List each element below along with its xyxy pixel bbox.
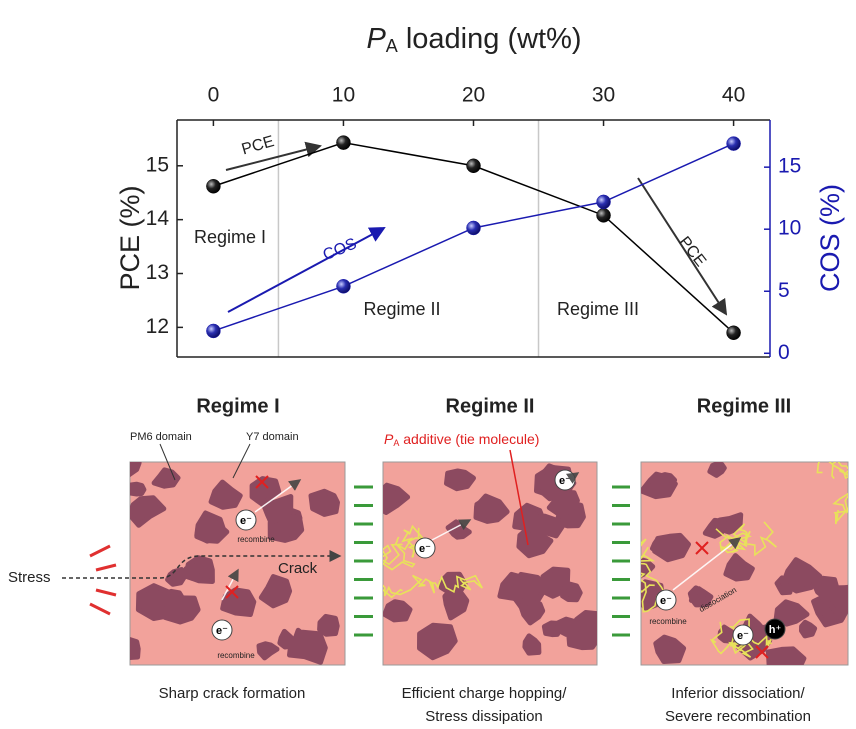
panel-title: Regime III [697,395,791,417]
y7-domain [311,491,338,514]
y7-domain [320,616,338,634]
y7-domain [558,619,578,634]
x-tick-label: 40 [722,84,745,107]
electron-label: e⁻ [240,515,252,527]
x-tick-label: 20 [462,84,485,107]
panel-caption: Severe recombination [665,708,811,725]
stress-mark [90,546,110,556]
y7-domain [655,535,689,559]
figure: PA loading (wt%) PCE (%) COS (%) 0 10 20 30… [0,0,856,729]
y7-domain [802,622,815,636]
x-title-subscript: A [386,36,398,56]
data-point [467,159,481,173]
y7-domain [163,591,183,608]
recombine-label: recombine [237,535,275,544]
y7-domain [270,517,302,541]
x-tick-label: 10 [332,84,355,107]
y7-domain [515,505,544,532]
x-tick-label: 0 [208,84,220,107]
panel-title: Regime I [196,395,279,417]
y2-tick-label: 10 [778,217,801,240]
y-tick-label: 15 [146,153,169,176]
electron-label: e⁻ [216,625,228,637]
electron-label: e⁻ [419,543,431,555]
annotation: PCE [240,133,276,158]
electron-label: e⁻ [559,475,571,487]
y7-domain [185,564,206,578]
electron-label: e⁻ [660,595,672,607]
y2-tick-label: 0 [778,341,790,364]
y7-domain [814,578,837,597]
data-point [727,326,741,340]
y-tick-label: 14 [146,207,170,230]
stress-mark [96,565,116,570]
panel-caption: Efficient charge hopping/ [402,685,568,702]
annotation: Regime II [363,299,440,319]
plot: 0 10 20 30 40 12 13 14 15 0 5 10 15 PCE COS PCE Regime I… [146,84,802,364]
y2-axis-title: COS (%) [815,184,845,292]
y7-domain [447,471,474,489]
y7-domain [168,570,185,585]
y2-tick-label: 15 [778,155,801,178]
electron-label: e⁻ [737,630,749,642]
annotation: COS [321,235,360,264]
y-tick-label: 12 [146,315,169,338]
recombine-label: recombine [649,617,687,626]
crack-label: Crack [278,560,318,577]
y-tick-label: 13 [146,261,169,284]
label: PM6 domain [130,431,192,443]
y7-domain [223,590,254,615]
y7-domain [768,649,804,674]
data-point [206,324,220,338]
hole-label: h⁺ [769,624,782,636]
additive-text: additive (tie molecule) [399,431,539,447]
y-axis-title: PCE (%) [115,185,145,290]
y7-domain [290,632,326,662]
y7-domain [385,602,410,620]
panel-caption: Inferior dissociation/ [671,685,805,702]
schematic: Regime I Sharp crack formation Regime II Ef… [8,395,856,725]
y7-domain [710,464,724,476]
data-point [206,179,220,193]
y7-domain [128,484,144,494]
label: Y7 domain [246,431,299,443]
stress-label: Stress [8,569,51,586]
annotation: Regime I [194,227,266,247]
y2-tick-label: 5 [778,279,790,302]
stress-mark [96,590,116,595]
x-tick-label: 30 [592,84,615,107]
stress-mark [90,604,110,614]
panel-title: Regime II [446,395,535,417]
data-point [597,195,611,209]
annotation: Regime III [557,299,639,319]
data-point [727,137,741,151]
data-point [336,279,350,293]
x-title-symbol: P [366,23,386,55]
recombine-label: recombine [217,651,255,660]
data-point [467,221,481,235]
y7-domain [563,584,581,600]
panel-caption: Sharp crack formation [159,685,306,702]
additive-label: PA additive (tie molecule) [384,431,539,449]
x-title-text: loading (wt%) [398,23,582,55]
data-point [336,136,350,150]
y7-domain [119,639,138,658]
annotation: PCE [675,234,709,270]
panel-caption: Stress dissipation [425,708,543,725]
x-axis-title: PA loading (wt%) [366,23,581,56]
data-point [597,208,611,222]
